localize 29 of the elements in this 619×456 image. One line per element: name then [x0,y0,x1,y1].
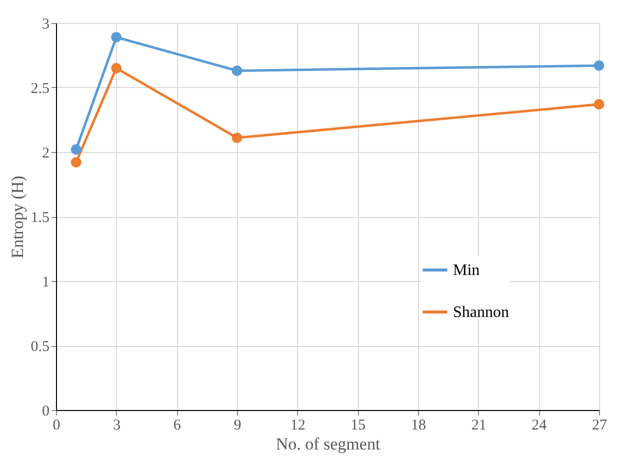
y-tick-label: 0 [42,404,50,420]
x-tick-label: 24 [532,418,548,434]
legend-label: Shannon [453,304,509,321]
point [111,32,122,42]
y-tick-label: 2 [42,146,50,162]
x-tick-label: 6 [173,418,182,434]
point [232,132,242,144]
x-tick-label: 27 [592,418,608,434]
x-tick-label: 18 [411,418,426,434]
y-tick-label: 3 [42,16,50,32]
point [111,62,122,74]
point [594,60,604,71]
y-tick-label: 1 [42,274,50,290]
x-tick-label: 9 [234,418,242,434]
y-axis-title: Entropy (H) [8,176,27,258]
y-tick-label: 2.5 [30,81,50,97]
x-tick-label: 12 [290,418,306,434]
point [232,65,242,76]
y-tick-label: 0.5 [30,339,50,355]
x-tick-label: 15 [350,418,366,434]
x-axis-title: No. of segment [276,434,380,454]
legend-label: Min [453,262,480,279]
x-tick-label: 0 [52,418,60,434]
y-tick-label: 1.5 [30,210,50,226]
point [70,157,82,168]
point [70,144,82,155]
point [594,99,604,110]
x-tick-label: 21 [471,418,486,434]
x-tick-label: 3 [113,418,121,434]
